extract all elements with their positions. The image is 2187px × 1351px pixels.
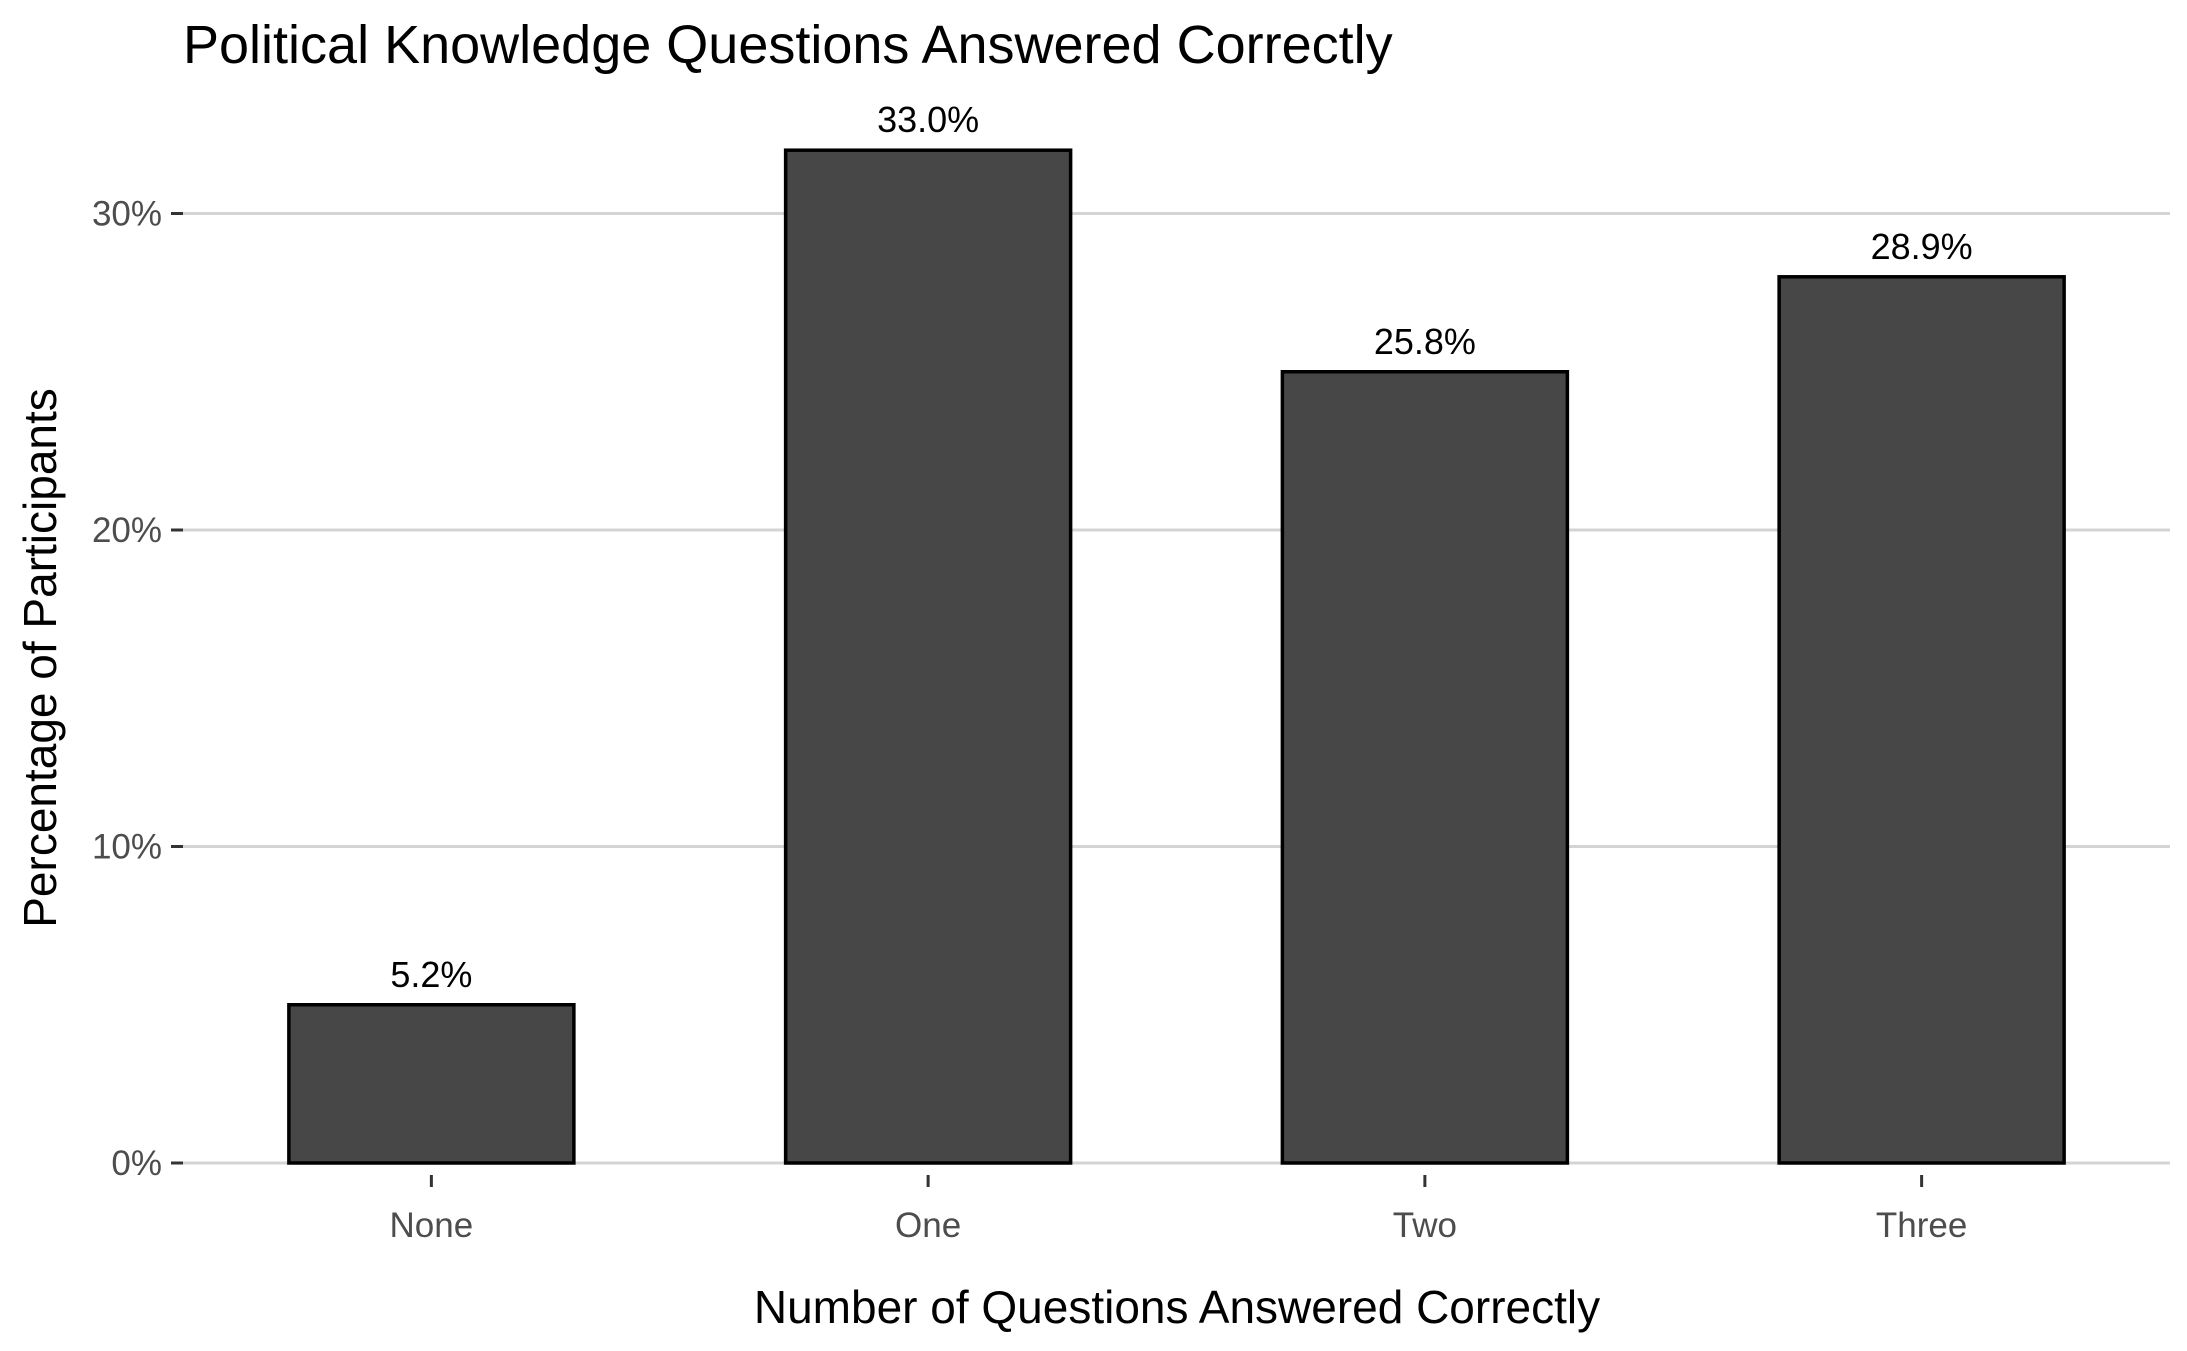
y-tick-label: 30% [92,195,162,234]
bar [287,1003,576,1165]
data-label: 33.0% [877,99,979,140]
bar [783,148,1073,1165]
chart-title: Political Knowledge Questions Answered C… [183,15,1393,75]
y-tick-label: 20% [92,511,162,550]
axes: 0% 10% 20% 30% None One Two Three [92,195,1967,1246]
data-label: 28.9% [1871,226,1973,267]
x-axis-title: Number of Questions Answered Correctly [754,1281,1600,1333]
y-tick-label: 0% [111,1144,162,1183]
x-tick-label: Three [1876,1206,1967,1245]
y-axis-title: Percentage of Participants [14,388,66,928]
x-tick-label: Two [1393,1206,1457,1245]
bar [1280,370,1570,1165]
y-tick-label: 10% [92,828,162,867]
data-label: 5.2% [390,954,472,995]
data-labels: 5.2% 33.0% 25.8% 28.9% [390,99,1972,995]
bar [1777,275,2066,1165]
data-label: 25.8% [1374,321,1476,362]
x-tick-label: One [895,1206,961,1245]
bars [287,148,2066,1165]
x-tick-label: None [390,1206,474,1245]
